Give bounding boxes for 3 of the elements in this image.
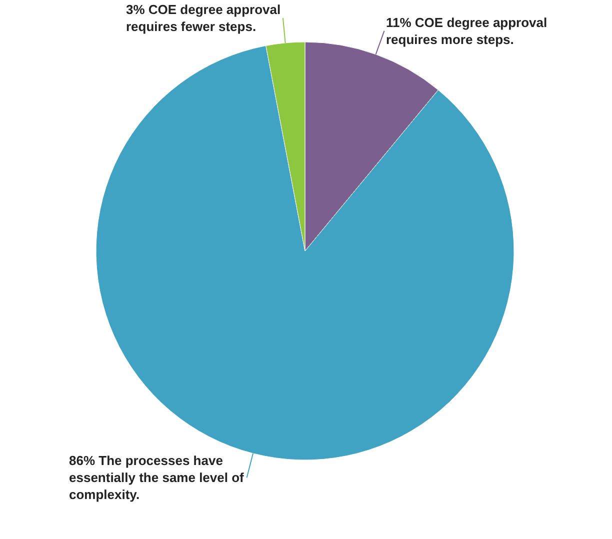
slice-label: 11% COE degree approval requires more steps. bbox=[386, 15, 548, 47]
slice-label: 86% The processes have essentially the same level of complexity. bbox=[69, 453, 245, 502]
slice-label: 3% COE degree approval requires fewer steps. bbox=[126, 2, 281, 34]
